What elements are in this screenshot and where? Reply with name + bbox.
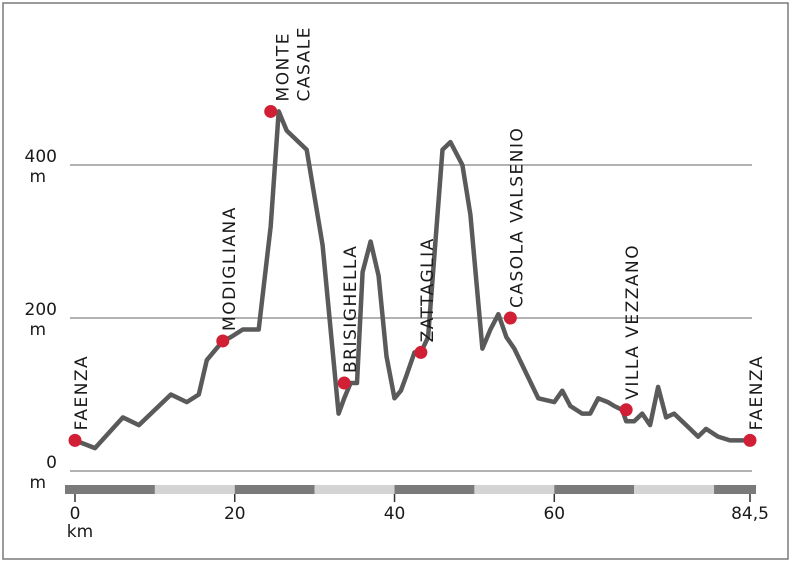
x-tick-label-0: 0: [70, 504, 81, 524]
grid-layer: [70, 164, 752, 472]
scale-segment: [314, 485, 395, 494]
distance-scale-bar: [65, 485, 756, 502]
y-tick-label-0: 0: [46, 453, 57, 473]
y-tick-label-400: 400: [25, 147, 57, 167]
waypoint-marker: [503, 311, 517, 325]
waypoint-label: FAENZA: [747, 355, 767, 431]
scale-segment: [634, 485, 715, 494]
waypoint-label: MODIGLIANA: [220, 206, 240, 331]
scale-segment: [65, 485, 155, 494]
waypoint-marker: [619, 403, 633, 417]
scale-segment: [554, 485, 635, 494]
waypoint-marker: [743, 433, 757, 447]
scale-segment: [714, 485, 756, 494]
elevation-line: [72, 109, 753, 451]
scale-segment: [234, 485, 315, 494]
y-tick-label-200: 200: [25, 300, 57, 320]
chart-frame: [2, 2, 789, 560]
x-tick-label-20: 20: [224, 504, 246, 524]
waypoint-label: CASALE: [295, 26, 315, 101]
scale-segment: [394, 485, 475, 494]
waypoint-marker: [264, 104, 278, 118]
x-axis-unit: km: [67, 522, 93, 542]
x-tick-labels: 0 20 40 60 84,5 km: [67, 504, 769, 542]
elevation-series: [72, 109, 753, 451]
y-tick-unit: m: [29, 473, 46, 493]
waypoint-marker: [216, 334, 230, 348]
waypoint-markers: [68, 104, 757, 447]
x-tick-label-84,5: 84,5: [731, 504, 769, 524]
waypoint-labels: FAENZA MODIGLIANA MONTE CASALE BRISIGHELLA ZA…: [72, 26, 767, 430]
waypoint-label: MONTE: [274, 32, 294, 101]
waypoint-marker: [337, 376, 351, 390]
waypoint-label: VILLA VEZZANO: [623, 244, 643, 400]
y-tick-unit: m: [29, 167, 46, 187]
waypoint-label: FAENZA: [72, 355, 92, 431]
y-tick-unit: m: [29, 320, 46, 340]
waypoint-label: ZATTAGLIA: [418, 237, 438, 342]
x-tick-label-60: 60: [543, 504, 565, 524]
waypoint-marker: [414, 345, 428, 359]
waypoint-marker: [68, 433, 82, 447]
waypoint-label: BRISIGHELLA: [341, 245, 361, 373]
scale-segment: [154, 485, 235, 494]
scale-segment: [474, 485, 555, 494]
waypoint-label: CASOLA VALSENIO: [507, 127, 527, 308]
x-tick-label-40: 40: [384, 504, 406, 524]
